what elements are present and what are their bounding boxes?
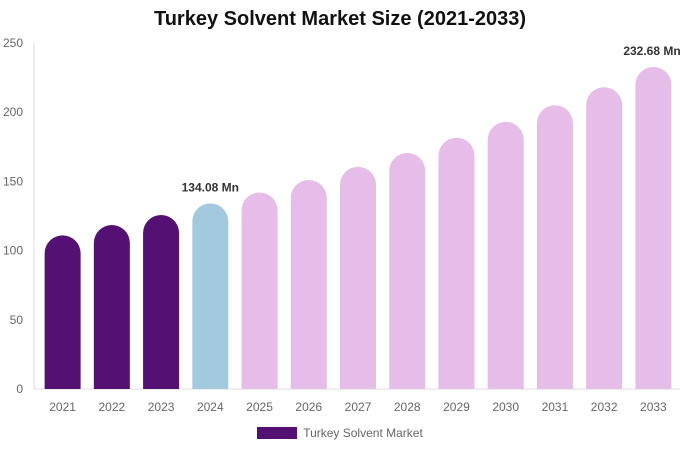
x-tick-label: 2027 xyxy=(345,400,372,414)
bar xyxy=(44,235,81,389)
y-tick-label: 250 xyxy=(3,36,23,50)
x-tick-label: 2024 xyxy=(197,400,224,414)
bar xyxy=(487,121,524,389)
y-tick-label: 0 xyxy=(16,382,23,396)
y-tick-label: 100 xyxy=(3,244,23,258)
data-label: 232.68 Mn xyxy=(623,44,680,58)
bar xyxy=(438,137,475,389)
data-label: 134.08 Mn xyxy=(182,180,239,194)
legend: Turkey Solvent Market xyxy=(0,426,680,440)
bar xyxy=(536,105,573,389)
bar xyxy=(143,215,180,389)
bar xyxy=(93,224,130,389)
x-tick-label: 2023 xyxy=(148,400,175,414)
x-tick-label: 2030 xyxy=(492,400,519,414)
bar xyxy=(635,66,672,389)
y-tick-label: 150 xyxy=(3,174,23,188)
chart-title: Turkey Solvent Market Size (2021-2033) xyxy=(153,8,527,30)
bar xyxy=(340,166,376,389)
bar xyxy=(290,180,327,389)
x-tick-label: 2022 xyxy=(98,400,125,414)
x-tick-label: 2028 xyxy=(394,400,421,414)
bar xyxy=(389,153,426,389)
y-tick-label: 50 xyxy=(10,313,24,327)
x-tick-label: 2029 xyxy=(443,400,470,414)
bar xyxy=(586,87,623,390)
x-tick-label: 2033 xyxy=(640,400,667,414)
x-tick-label: 2025 xyxy=(246,400,273,414)
y-tick-label: 200 xyxy=(3,105,23,119)
x-tick-label: 2032 xyxy=(591,400,618,414)
legend-swatch xyxy=(257,427,298,439)
x-tick-label: 2021 xyxy=(49,400,76,414)
x-tick-label: 2026 xyxy=(295,400,322,414)
x-tick-label: 2031 xyxy=(542,400,569,414)
legend-label: Turkey Solvent Market xyxy=(303,426,423,440)
bar xyxy=(192,203,229,389)
bar xyxy=(241,192,278,389)
